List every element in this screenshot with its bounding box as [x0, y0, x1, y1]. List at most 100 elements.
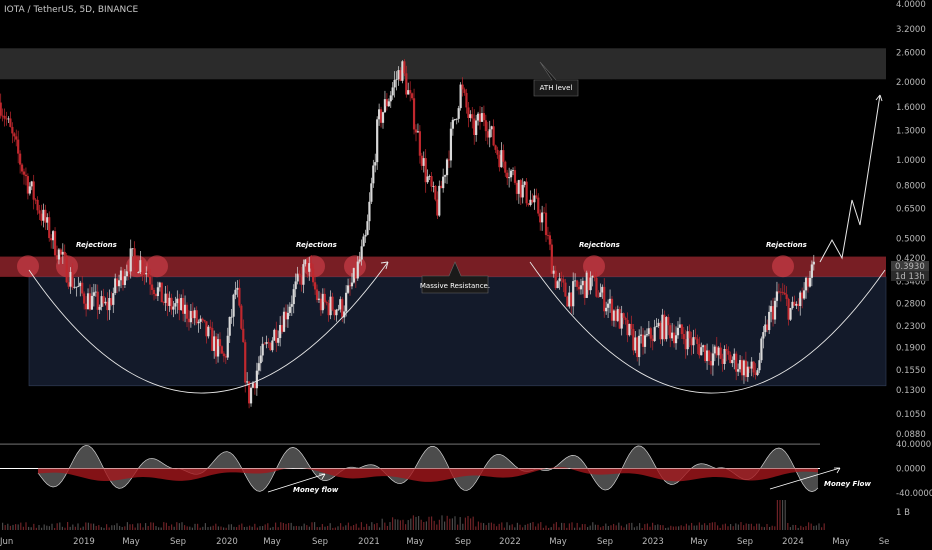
candle-99: [191, 302, 194, 325]
volume-bar: [181, 522, 183, 530]
candle-body: [762, 332, 765, 339]
candle-body: [249, 387, 253, 404]
volume-bar: [30, 527, 32, 530]
candle-body: [616, 309, 619, 321]
volume-bar: [514, 527, 516, 530]
candle-body: [440, 185, 443, 189]
candle-179: [346, 278, 350, 295]
volume-bar: [727, 526, 729, 530]
candle-214: [414, 124, 418, 142]
ath-callout: ATH level: [533, 61, 579, 97]
candle-118: [228, 316, 231, 343]
volume-bar: [524, 524, 526, 530]
candle-body: [577, 286, 581, 290]
candle-408: [791, 296, 794, 310]
candle-body: [381, 112, 385, 123]
candle-233: [451, 117, 454, 136]
volume-bar: [529, 522, 531, 530]
candle-body: [282, 311, 286, 332]
candle-377: [731, 356, 734, 368]
volume-bar: [717, 525, 719, 530]
candle-body: [385, 99, 388, 107]
volume-bar: [220, 526, 222, 530]
candle-53: [102, 288, 105, 307]
volume-bar: [301, 526, 303, 530]
candle-303: [587, 272, 590, 295]
candle-body: [467, 107, 470, 118]
volume-bar: [706, 525, 708, 530]
volume-bar: [644, 524, 646, 530]
candle-78: [150, 275, 154, 296]
volume-bar: [795, 525, 797, 530]
candle-body: [397, 70, 400, 80]
candle-239: [463, 87, 466, 96]
candle-body: [426, 176, 429, 183]
candle-body: [560, 278, 563, 280]
last-price: 0.3930: [895, 262, 925, 272]
candle-269: [521, 178, 524, 204]
candle-body: [19, 153, 22, 165]
candle-body: [152, 289, 156, 295]
candle-body: [705, 350, 709, 362]
candle-415: [804, 276, 808, 299]
candle-20: [38, 205, 41, 221]
volume-bar: [347, 522, 349, 530]
candle-334: [647, 321, 650, 337]
candle-body: [393, 79, 396, 88]
candle-body: [733, 353, 736, 360]
candle-101: [195, 306, 198, 326]
candle-body: [335, 309, 338, 316]
candle-body: [123, 276, 127, 286]
candle-body: [216, 339, 220, 357]
candle-body: [201, 318, 204, 320]
volume-bar: [22, 526, 24, 530]
volume-bar: [540, 522, 542, 530]
candle-286: [554, 265, 557, 290]
candle-292: [566, 295, 569, 307]
volume-bar: [589, 525, 591, 530]
candle-body: [787, 299, 790, 320]
volume-bar: [766, 523, 768, 530]
candle-381: [738, 355, 742, 373]
candle-378: [733, 348, 736, 370]
candle-body: [490, 126, 493, 130]
volume-bar: [116, 523, 118, 530]
volume-bar: [683, 526, 685, 530]
candle-160: [310, 255, 313, 271]
candle-252: [488, 120, 491, 148]
candle-body: [562, 279, 565, 283]
time-tick-3: Sep: [170, 537, 186, 547]
candle-body: [296, 273, 299, 282]
volume-bar: [100, 527, 102, 530]
volume-bar: [228, 524, 230, 530]
price-tick-1: 3.2000: [896, 25, 926, 35]
candle-body: [20, 164, 24, 172]
candle-217: [420, 152, 423, 171]
candle-body: [618, 309, 621, 329]
candle-133: [257, 356, 260, 375]
volume-bar: [163, 522, 165, 530]
candle-body: [686, 331, 689, 350]
candle-17: [32, 174, 35, 210]
candle-body: [187, 318, 191, 323]
candle-72: [139, 251, 142, 275]
candle-body: [114, 278, 117, 294]
candle-body: [684, 339, 687, 350]
volume-bar: [519, 524, 521, 530]
candle-204: [395, 71, 398, 91]
candle-body: [556, 281, 559, 289]
candle-body: [692, 337, 695, 346]
volume-bar: [210, 526, 212, 530]
candle-244: [473, 109, 476, 145]
candle-body: [709, 360, 713, 366]
candle-103: [199, 315, 202, 329]
candle-234: [453, 118, 456, 122]
volume-bar: [397, 519, 399, 530]
candle-328: [636, 336, 639, 362]
candle-125: [242, 319, 245, 343]
candle-107: [207, 324, 210, 339]
candle-body: [387, 101, 390, 107]
volume-bar: [813, 525, 815, 530]
